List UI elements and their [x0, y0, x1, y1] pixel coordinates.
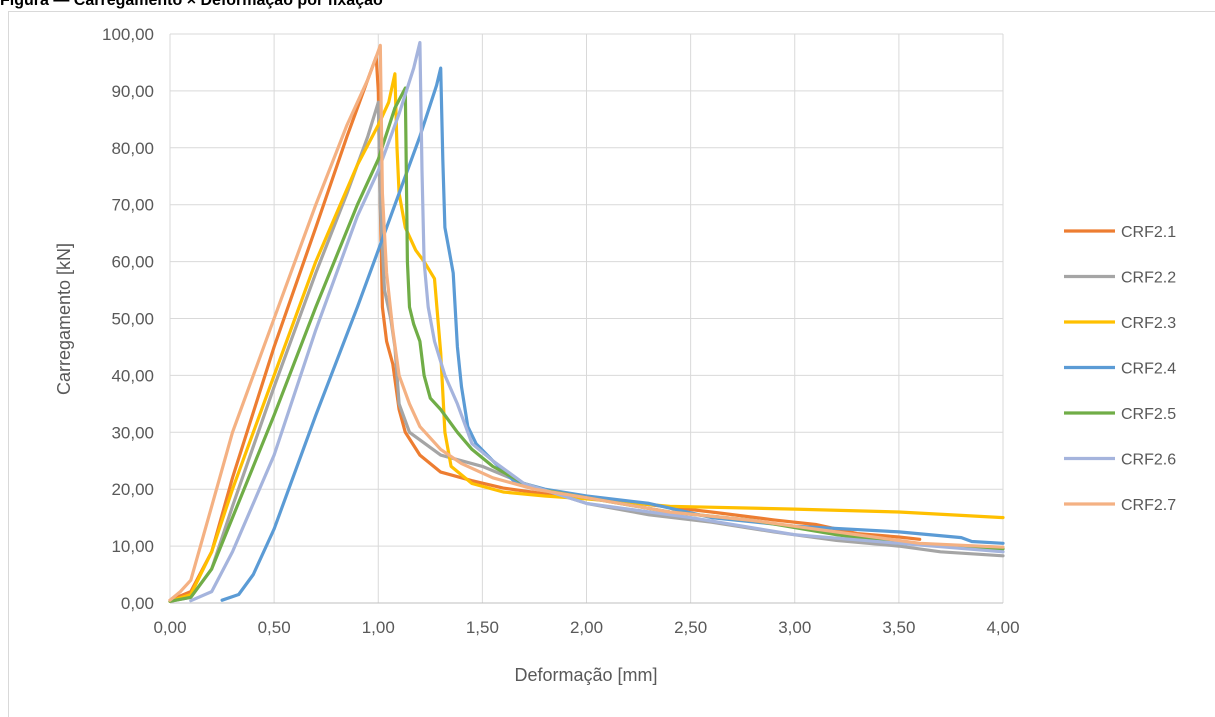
legend-label: CRF2.6: [1121, 452, 1176, 469]
legend-label: CRF2.1: [1121, 224, 1176, 241]
y-tick-label: 60,00: [111, 253, 154, 272]
legend-label: CRF2.3: [1121, 315, 1176, 332]
legend-label: CRF2.7: [1121, 497, 1176, 514]
y-tick-label: 20,00: [111, 480, 154, 499]
legend-label: CRF2.4: [1121, 361, 1176, 378]
gridlines: [169, 33, 1004, 604]
x-tick-label: 2,50: [674, 618, 707, 637]
x-tick-label: 3,50: [882, 618, 915, 637]
y-axis-title: Carregamento [kN]: [54, 243, 74, 395]
x-tick-label: 0,50: [258, 618, 291, 637]
x-tick-label: 2,00: [570, 618, 603, 637]
y-tick-label: 30,00: [111, 423, 154, 442]
x-tick-label: 4,00: [986, 618, 1019, 637]
x-tick-label: 1,00: [362, 618, 395, 637]
legend: CRF2.1 CRF2.2 CRF2.3 CRF2.4 CRF2.5 CRF2.6 CRF2…: [1064, 224, 1176, 514]
y-tick-label: 90,00: [111, 82, 154, 101]
figure-caption: Figura — Carregamento × Deformação por f…: [0, 0, 383, 9]
y-tick-label: 40,00: [111, 366, 154, 385]
series-line-crf2-7: [168, 43, 1005, 602]
y-tick-label: 10,00: [111, 537, 154, 556]
y-axis-ticks: 0,00 10,00 20,00 30,00 40,00 50,00 60,00 70,00 8…: [102, 25, 154, 613]
x-axis-ticks: 0,00 0,50 1,00 1,50 2,00 2,50 3,00 3,50 4,00: [153, 618, 1019, 637]
x-tick-label: 1,50: [466, 618, 499, 637]
x-tick-label: 3,00: [778, 618, 811, 637]
chart-frame: [8, 11, 1215, 717]
y-tick-label: 100,00: [102, 25, 154, 44]
y-tick-label: 0,00: [121, 594, 154, 613]
legend-label: CRF2.2: [1121, 270, 1176, 287]
y-tick-label: 50,00: [111, 310, 154, 329]
legend-label: CRF2.5: [1121, 406, 1176, 423]
y-tick-label: 80,00: [111, 139, 154, 158]
x-axis-title: Deformação [mm]: [514, 665, 657, 685]
series-line-crf2-1: [168, 55, 922, 602]
series-line-crf2-6: [189, 40, 1005, 603]
x-tick-label: 0,00: [153, 618, 186, 637]
y-tick-label: 70,00: [111, 196, 154, 215]
series-lines: [168, 40, 1005, 603]
